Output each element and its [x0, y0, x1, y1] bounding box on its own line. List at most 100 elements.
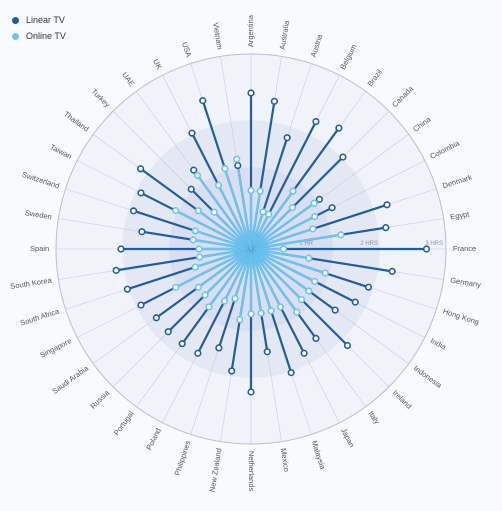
online-tv-stem-russia	[203, 247, 253, 297]
country-label-egypt: Egypt	[450, 209, 471, 221]
country-label-germany: Germany	[450, 276, 482, 290]
linear-tv-point-thailand	[136, 165, 145, 173]
online-tv-stem-usa	[223, 167, 253, 251]
country-label-mexico: Mexico	[279, 448, 292, 473]
legend-label-linear-tv: Linear TV	[26, 15, 65, 25]
online-tv-point-uk	[214, 181, 223, 189]
country-label-brazil: Brazil	[366, 67, 385, 88]
online-tv-point-colombia	[311, 212, 319, 221]
linear-tv-point-sweden	[138, 228, 146, 236]
online-tv-point-turkey	[210, 208, 218, 216]
country-label-taiwan: Taiwan	[49, 142, 74, 161]
linear-tv-point-argentina	[247, 89, 255, 97]
linear-tv-point-japan	[300, 349, 308, 357]
online-tv-point-brazil	[289, 187, 297, 195]
online-tv-point-philippines	[231, 294, 239, 303]
country-label-spain: Spain	[30, 244, 49, 253]
online-tv-stem-singapore	[174, 247, 253, 289]
online-tv-point-south-africa	[191, 263, 199, 271]
legend-swatch-linear-tv	[12, 16, 19, 24]
legend-item-linear-tv[interactable]: Linear TV	[12, 12, 66, 28]
country-label-argentina: Argentina	[246, 14, 255, 47]
linear-tv-point-india	[351, 298, 359, 306]
online-tv-point-uae	[193, 171, 202, 179]
online-tv-point-italy	[293, 308, 301, 316]
country-label-poland: Poland	[144, 427, 163, 452]
country-label-indonesia: Indonesia	[412, 364, 444, 391]
country-label-france: France	[453, 244, 476, 253]
online-tv-stem-vietnam	[235, 158, 253, 251]
country-label-south-africa: South Africa	[19, 306, 61, 327]
online-tv-stem-egypt	[249, 233, 342, 251]
online-tv-point-portugal	[205, 303, 213, 311]
country-label-russia: Russia	[89, 388, 112, 411]
online-tv-point-saudi-arabia	[194, 283, 203, 291]
online-tv-point-taiwan	[172, 207, 180, 215]
country-label-denmark: Denmark	[441, 172, 473, 190]
online-tv-point-mexico	[257, 309, 265, 317]
linear-tv-point-denmark	[383, 201, 391, 209]
linear-tv-point-spain	[117, 245, 125, 253]
linear-tv-point-belgium	[312, 117, 320, 126]
linear-tv-point-egypt	[382, 224, 390, 232]
linear-tv-point-canada	[339, 153, 347, 161]
online-tv-stem-italy	[249, 247, 298, 314]
linear-tv-point-france	[422, 245, 431, 253]
online-tv-stem-south-korea	[198, 247, 253, 259]
online-tv-stem-indonesia	[249, 247, 310, 293]
linear-tv-point-germany	[388, 267, 396, 275]
online-tv-point-thailand	[194, 207, 203, 215]
online-tv-stem-philippines	[233, 247, 253, 300]
online-tv-stem-switzerland	[194, 229, 253, 251]
online-tv-point-japan	[276, 303, 285, 311]
country-label-belgium: Belgium	[338, 43, 358, 71]
country-label-uae: UAE	[120, 70, 136, 88]
online-tv-point-hong-kong	[321, 269, 329, 277]
country-label-italy: Italy	[366, 409, 382, 426]
country-label-switzerland: Switzerland	[21, 170, 61, 191]
online-tv-stem-turkey	[213, 211, 253, 251]
linear-tv-point-malaysia	[287, 369, 295, 377]
linear-tv-point-uae	[190, 166, 198, 174]
online-tv-point-germany	[305, 254, 313, 262]
linear-tv-point-brazil	[335, 124, 343, 132]
online-tv-point-belgium	[265, 210, 273, 218]
linear-tv-point-italy	[312, 334, 320, 342]
online-tv-point-usa	[221, 165, 229, 173]
online-tv-stem-germany	[249, 247, 310, 260]
country-label-singapore: Singapore	[38, 336, 73, 360]
country-label-usa: USA	[180, 41, 193, 58]
online-tv-stem-saudi-arabia	[197, 247, 253, 289]
linear-tv-point-usa	[199, 97, 207, 105]
online-tv-point-france	[279, 245, 288, 253]
online-tv-point-india	[311, 277, 319, 286]
online-tv-stem-uk	[217, 184, 253, 251]
linear-tv-point-australia	[270, 97, 278, 105]
country-label-portugal: Portugal	[112, 409, 136, 437]
online-tv-point-austria	[259, 208, 267, 216]
country-label-new-zealand: New Zealand	[208, 448, 224, 493]
country-label-hong-kong: Hong Kong	[442, 307, 480, 327]
country-label-colombia: Colombia	[429, 138, 462, 161]
online-tv-point-egypt	[337, 231, 345, 239]
legend: Linear TV Online TV	[12, 12, 66, 44]
linear-tv-point-singapore	[137, 301, 145, 309]
online-tv-stem-hong-kong	[249, 247, 327, 275]
online-tv-stem-ireland	[249, 247, 303, 301]
linear-tv-point-austria	[283, 134, 291, 142]
linear-tv-point-indonesia	[331, 306, 339, 314]
linear-tv-point-russia	[164, 328, 172, 336]
legend-item-online-tv[interactable]: Online TV	[12, 28, 66, 44]
online-tv-point-ireland	[297, 295, 306, 304]
country-label-uk: UK	[151, 58, 164, 71]
online-tv-stem-poland	[223, 247, 253, 303]
linear-tv-point-switzerland	[129, 207, 138, 215]
online-tv-point-denmark	[309, 225, 317, 233]
linear-tv-point-taiwan	[137, 189, 145, 197]
online-tv-point-sweden	[189, 236, 197, 244]
country-label-philippines: Philippines	[173, 439, 193, 477]
linear-tv-point-vietnam	[234, 161, 242, 170]
country-label-south-korea: South Korea	[10, 275, 53, 291]
